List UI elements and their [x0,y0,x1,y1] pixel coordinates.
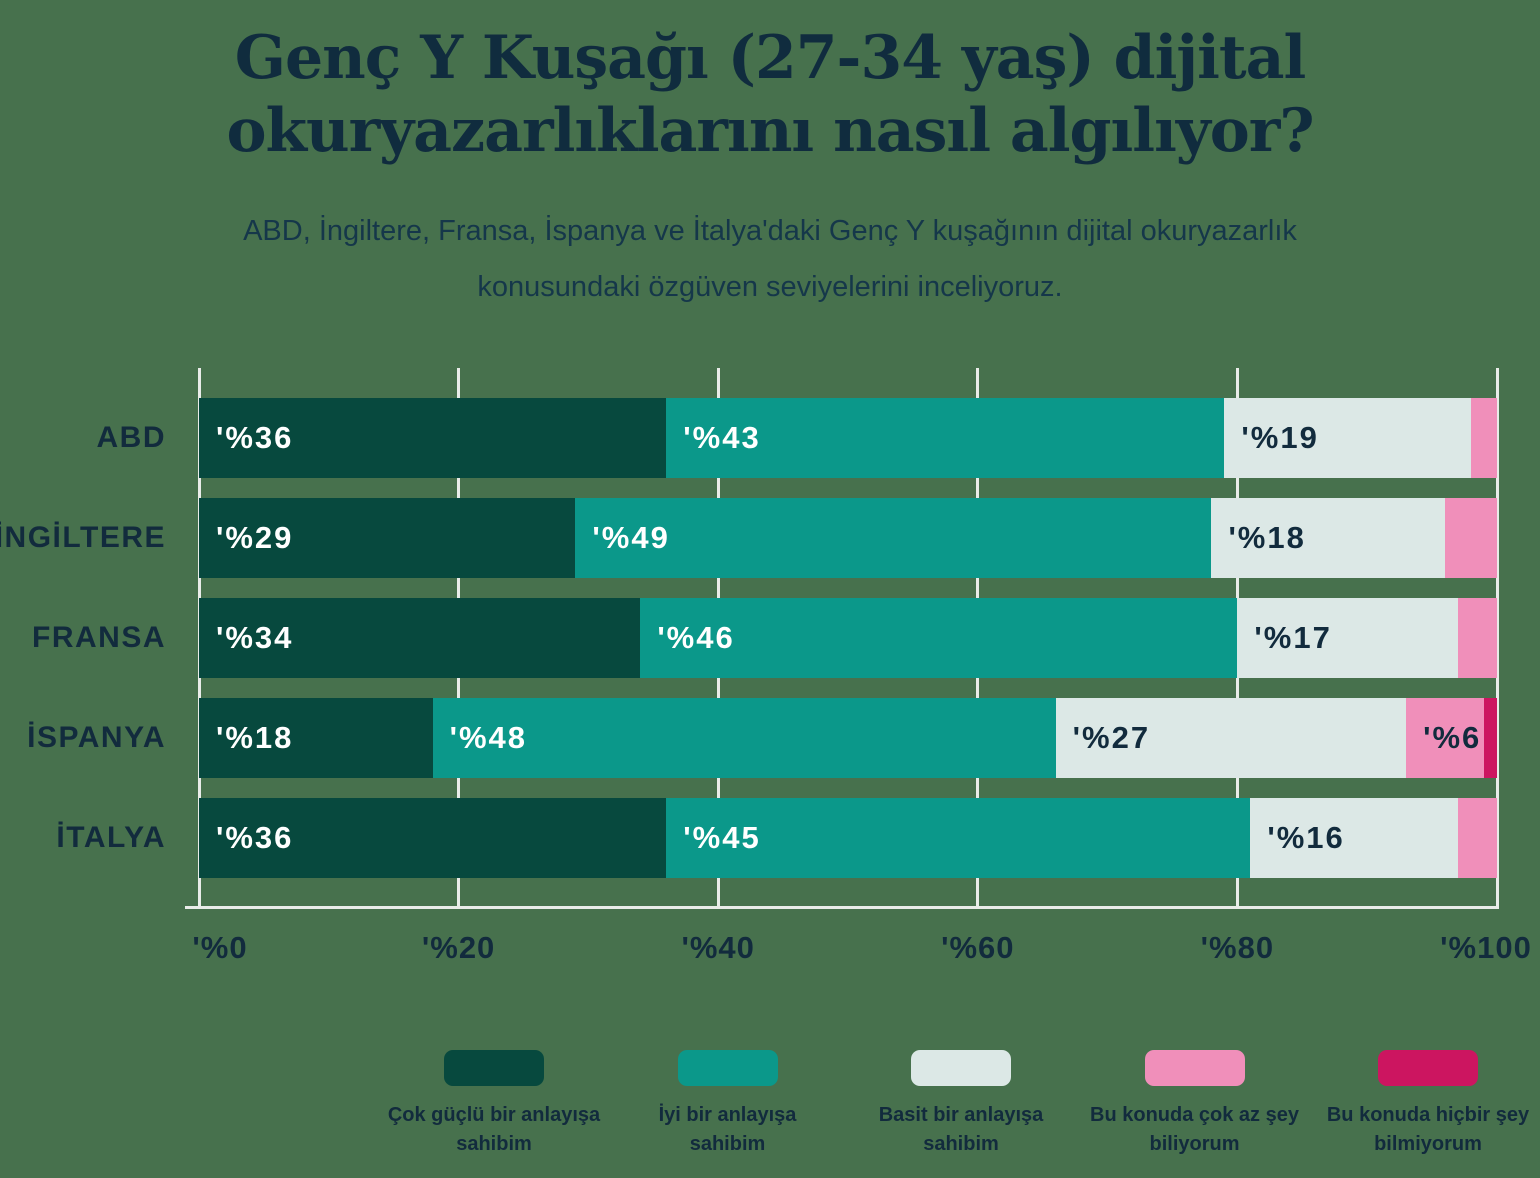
bar-segment: '%29 [199,498,576,578]
bar-value-label: '%43 [683,420,761,455]
legend-swatch [444,1050,544,1086]
x-tick-label: '%0 [192,930,248,965]
bar-segment: '%34 [199,598,641,678]
category-label: FRANSA [32,621,166,654]
bar-value-label: '%16 [1267,820,1345,855]
bar-value-label: '%49 [592,520,670,555]
x-tick-label: '%100 [1440,930,1532,965]
bar-value-label: '%17 [1254,620,1332,655]
x-tick-label: '%20 [421,930,496,965]
category-label: İNGİLTERE [0,521,166,554]
bar-segment: '%49 [575,498,1212,578]
bar-segment: '%43 [666,398,1225,478]
bar-row: '%36 '%45 '%16 [199,798,1497,878]
bar-segment: '%18 [199,698,433,778]
bar-value-label: '%36 [216,420,294,455]
bar-value-label: '%6 [1423,720,1482,755]
bar-segment: '%18 [1211,498,1446,578]
bar-segment [1458,798,1497,878]
bar-segment: '%36 [199,398,667,478]
legend-item: Bu konuda hiçbir şey bilmiyorum [1319,1050,1537,1159]
bar-segment: '%48 [432,698,1056,778]
category-axis: ABD İNGİLTERE FRANSA İSPANYA İTALYA [0,368,166,908]
bar-value-label: '%19 [1241,420,1319,455]
bar-value-label: '%29 [216,520,294,555]
page-title: Genç Y Kuşağı (27-34 yaş) dijital okurya… [226,23,1314,167]
legend-swatch [911,1050,1011,1086]
bar-value-label: '%27 [1072,720,1151,755]
legend-label: Bu konuda hiçbir şey bilmiyorum [1326,1104,1530,1155]
bar-segment: '%27 [1055,698,1407,778]
bar-row: '%29 '%49 '%18 [199,498,1497,578]
gridline [1495,368,1499,908]
legend-swatch [677,1050,778,1086]
x-tick-label: '%60 [941,930,1015,965]
category-label: İSPANYA [27,721,166,754]
bar-row: '%34 '%46 '%17 [199,598,1497,678]
bar-segment: '%36 [199,798,667,878]
x-axis-line [185,906,1499,909]
bar-segment: '%45 [666,798,1251,878]
bar-value-label: '%18 [216,720,294,755]
page-subtitle: ABD, İngiltere, Fransa, İspanya ve İtaly… [243,215,1297,303]
bar-segment [1458,598,1497,678]
bar-row: '%36 '%43 '%19 [199,398,1497,478]
legend-swatch [1144,1050,1245,1086]
legend-item: Çok güçlü bir anlayışa sahibim [385,1050,603,1159]
bar-segment: '%16 [1250,798,1459,878]
bar-segment: '%46 [640,598,1238,678]
x-tick-label: '%80 [1200,930,1275,965]
bar-value-label: '%48 [449,720,528,755]
legend-label: Bu konuda çok az şey biliyorum [1090,1104,1299,1155]
legend-item: Bu konuda çok az şey biliyorum [1086,1050,1304,1159]
x-axis-tick-labels: '%0 '%20 '%40 '%60 '%80 '%100 [192,930,1530,976]
bar-segment: '%19 [1224,398,1472,478]
legend-item: İyi bir anlayışa sahibim [619,1050,837,1159]
plot-area: '%36 '%43 '%19 '%29 '%49 '%18 '%34 '%46 '%17 '%18… [185,368,1499,909]
legend-item: Basit bir anlayışa sahibim [852,1050,1070,1159]
bar-segment: '%17 [1237,598,1459,678]
bar-segment [1445,498,1497,578]
legend-label: Çok güçlü bir anlayışa sahibim [387,1104,601,1155]
legend-label: İyi bir anlayışa sahibim [658,1104,797,1155]
bar-segment [1484,698,1497,778]
bar-value-label: '%46 [657,620,735,655]
bar-value-label: '%36 [216,820,294,855]
legend-swatch [1378,1050,1478,1086]
bar-value-label: '%34 [216,620,294,655]
bar-segment: '%6 [1406,698,1484,778]
bar-value-label: '%45 [683,820,761,855]
legend: Çok güçlü bir anlayışa sahibim İyi bir an… [385,1050,1537,1159]
category-label: ABD [96,421,166,454]
category-label: İTALYA [56,821,166,854]
bar-segment [1471,398,1497,478]
bar-row: '%18 '%48 '%27 '%6 [199,698,1497,778]
x-tick-label: '%40 [681,930,755,965]
bar-value-label: '%18 [1228,520,1306,555]
legend-label: Basit bir anlayışa sahibim [878,1104,1044,1155]
